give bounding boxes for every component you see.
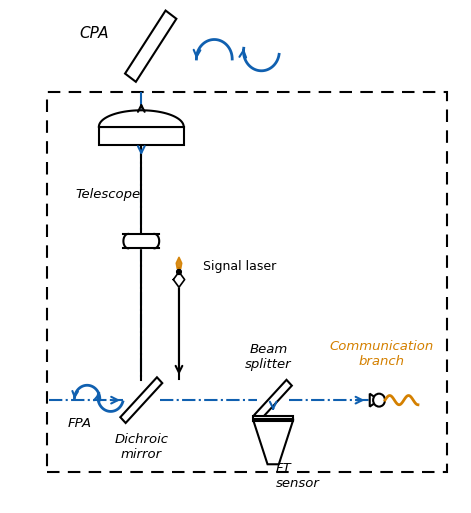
Circle shape [177, 269, 181, 274]
Polygon shape [99, 110, 184, 127]
Polygon shape [120, 377, 162, 423]
Polygon shape [254, 380, 292, 421]
Text: FT
sensor: FT sensor [276, 462, 319, 490]
Polygon shape [99, 127, 184, 145]
Text: Telescope: Telescope [75, 188, 140, 202]
Text: Signal laser: Signal laser [203, 260, 276, 273]
Polygon shape [176, 257, 182, 268]
Polygon shape [123, 234, 159, 248]
Text: FPA: FPA [68, 417, 92, 430]
Polygon shape [125, 11, 176, 82]
Text: Dichroic
mirror: Dichroic mirror [114, 433, 168, 462]
Circle shape [373, 393, 385, 407]
Polygon shape [253, 416, 293, 421]
Polygon shape [370, 393, 379, 407]
Polygon shape [253, 421, 293, 464]
Text: CPA: CPA [80, 26, 109, 41]
Text: Beam
splitter: Beam splitter [245, 343, 292, 370]
Polygon shape [173, 272, 185, 287]
Text: Communication
branch: Communication branch [329, 340, 434, 368]
